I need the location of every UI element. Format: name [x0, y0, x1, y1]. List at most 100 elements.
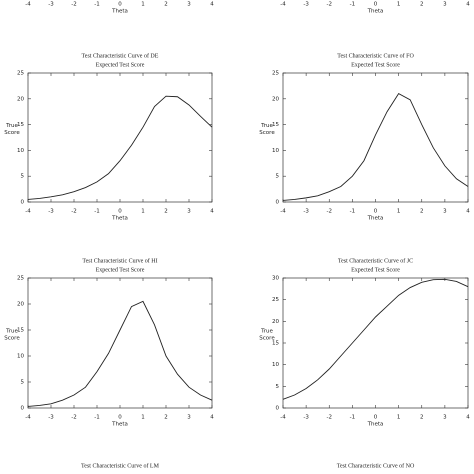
x-tick-label: 3 [187, 415, 191, 421]
y-axis-label: Score [259, 336, 275, 342]
chart-title: Test Characteristic Curve of FO [337, 52, 414, 59]
chart-title: Test Characteristic Curve of HI [82, 257, 157, 264]
curve [282, 93, 469, 201]
x-tick-label: 0 [374, 2, 378, 8]
x-tick-label: -1 [94, 415, 99, 421]
x-tick-label: 2 [420, 415, 424, 421]
x-tick-label: -3 [303, 209, 309, 215]
x-axis-label: Theta [367, 9, 384, 15]
x-tick-label: -2 [71, 209, 76, 215]
y-tick-label: 20 [272, 319, 279, 325]
y-axis-label: True [5, 329, 18, 335]
plot-frame [282, 277, 469, 409]
y-tick-label: 15 [272, 341, 279, 347]
x-tick-label: -4 [280, 415, 286, 421]
y-tick-label: 20 [17, 96, 24, 102]
x-tick-label: -1 [94, 209, 99, 215]
curve [27, 300, 213, 407]
y-tick-label: 0 [276, 406, 280, 412]
y-tick-label: 15 [272, 122, 279, 128]
x-tick-label: -3 [48, 209, 54, 215]
x-tick-label: -4 [25, 2, 31, 8]
x-axis-label: Theta [111, 422, 128, 428]
chart-subtitle: Expected Test Score [96, 267, 145, 273]
plot-frame [282, 72, 469, 203]
chart-title: Test Characteristic Curve of JC [338, 257, 413, 264]
y-tick-label: 20 [17, 302, 24, 308]
x-tick-label: -2 [327, 415, 332, 421]
x-axis-label: Theta [111, 9, 128, 15]
y-axis-label: Score [4, 336, 20, 342]
x-tick-label: 0 [118, 415, 122, 421]
x-tick-label: -1 [350, 209, 355, 215]
chart-subtitle: Expected Test Score [96, 62, 145, 68]
y-tick-label: 10 [272, 148, 279, 154]
y-tick-label: 25 [272, 71, 279, 77]
x-axis-label: Theta [111, 216, 128, 222]
x-tick-label: 4 [210, 415, 214, 421]
y-tick-label: 5 [21, 174, 25, 180]
x-tick-label: -3 [303, 2, 309, 8]
y-tick-label: 25 [272, 297, 279, 303]
x-tick-label: -2 [71, 415, 76, 421]
x-tick-label: 2 [164, 415, 168, 421]
x-axis-label: Theta [367, 216, 384, 222]
x-tick-label: 4 [466, 209, 470, 215]
x-tick-label: -2 [327, 209, 332, 215]
x-tick-label: 4 [466, 415, 470, 421]
y-tick-label: 15 [17, 328, 24, 334]
x-tick-label: 2 [420, 209, 424, 215]
x-tick-label: 4 [210, 2, 214, 8]
x-tick-label: -1 [350, 415, 355, 421]
chart-title: Test Characteristic Curve of LM [81, 462, 160, 469]
y-tick-label: 10 [17, 148, 24, 154]
x-tick-label: 0 [118, 209, 122, 215]
x-tick-label: 2 [164, 2, 168, 8]
x-tick-label: -2 [327, 2, 332, 8]
plot-frame [27, 277, 213, 409]
x-tick-label: 3 [443, 415, 447, 421]
x-tick-label: -4 [280, 209, 286, 215]
y-tick-label: 25 [17, 276, 24, 282]
x-tick-label: 0 [374, 415, 378, 421]
x-tick-label: 3 [187, 2, 191, 8]
x-tick-label: 1 [397, 2, 401, 8]
y-tick-label: 0 [21, 200, 25, 206]
x-tick-label: 1 [397, 415, 401, 421]
y-tick-label: 0 [276, 200, 280, 206]
x-tick-label: -1 [94, 2, 99, 8]
x-tick-label: -2 [71, 2, 76, 8]
x-axis-label: Theta [367, 422, 384, 428]
y-axis-label: True [5, 123, 18, 129]
x-tick-label: 2 [420, 2, 424, 8]
plot-frame [27, 72, 213, 203]
y-tick-label: 20 [272, 96, 279, 102]
x-tick-label: 3 [443, 2, 447, 8]
x-tick-label: 3 [187, 209, 191, 215]
y-tick-label: 15 [17, 122, 24, 128]
x-tick-label: 4 [466, 2, 470, 8]
x-tick-label: -4 [25, 415, 31, 421]
y-axis-label: Score [259, 130, 275, 136]
x-tick-label: 1 [141, 415, 145, 421]
x-tick-label: -3 [303, 415, 309, 421]
curve [27, 95, 213, 200]
x-tick-label: 0 [118, 2, 122, 8]
chart-subtitle: Expected Test Score [351, 62, 400, 68]
x-tick-label: -4 [280, 2, 286, 8]
y-tick-label: 25 [17, 71, 24, 77]
y-tick-label: 5 [21, 380, 25, 386]
y-tick-label: 5 [276, 174, 280, 180]
curve [282, 278, 469, 400]
x-tick-label: 0 [374, 209, 378, 215]
y-tick-label: 0 [21, 406, 25, 412]
chart-title: Test Characteristic Curve of NO [337, 462, 415, 469]
y-tick-label: 10 [17, 354, 24, 360]
x-tick-label: -4 [25, 209, 31, 215]
x-tick-label: -1 [350, 2, 355, 8]
y-axis-label: True [260, 329, 273, 335]
x-tick-label: -3 [48, 2, 54, 8]
y-tick-label: 30 [272, 276, 279, 282]
x-tick-label: 1 [141, 2, 145, 8]
